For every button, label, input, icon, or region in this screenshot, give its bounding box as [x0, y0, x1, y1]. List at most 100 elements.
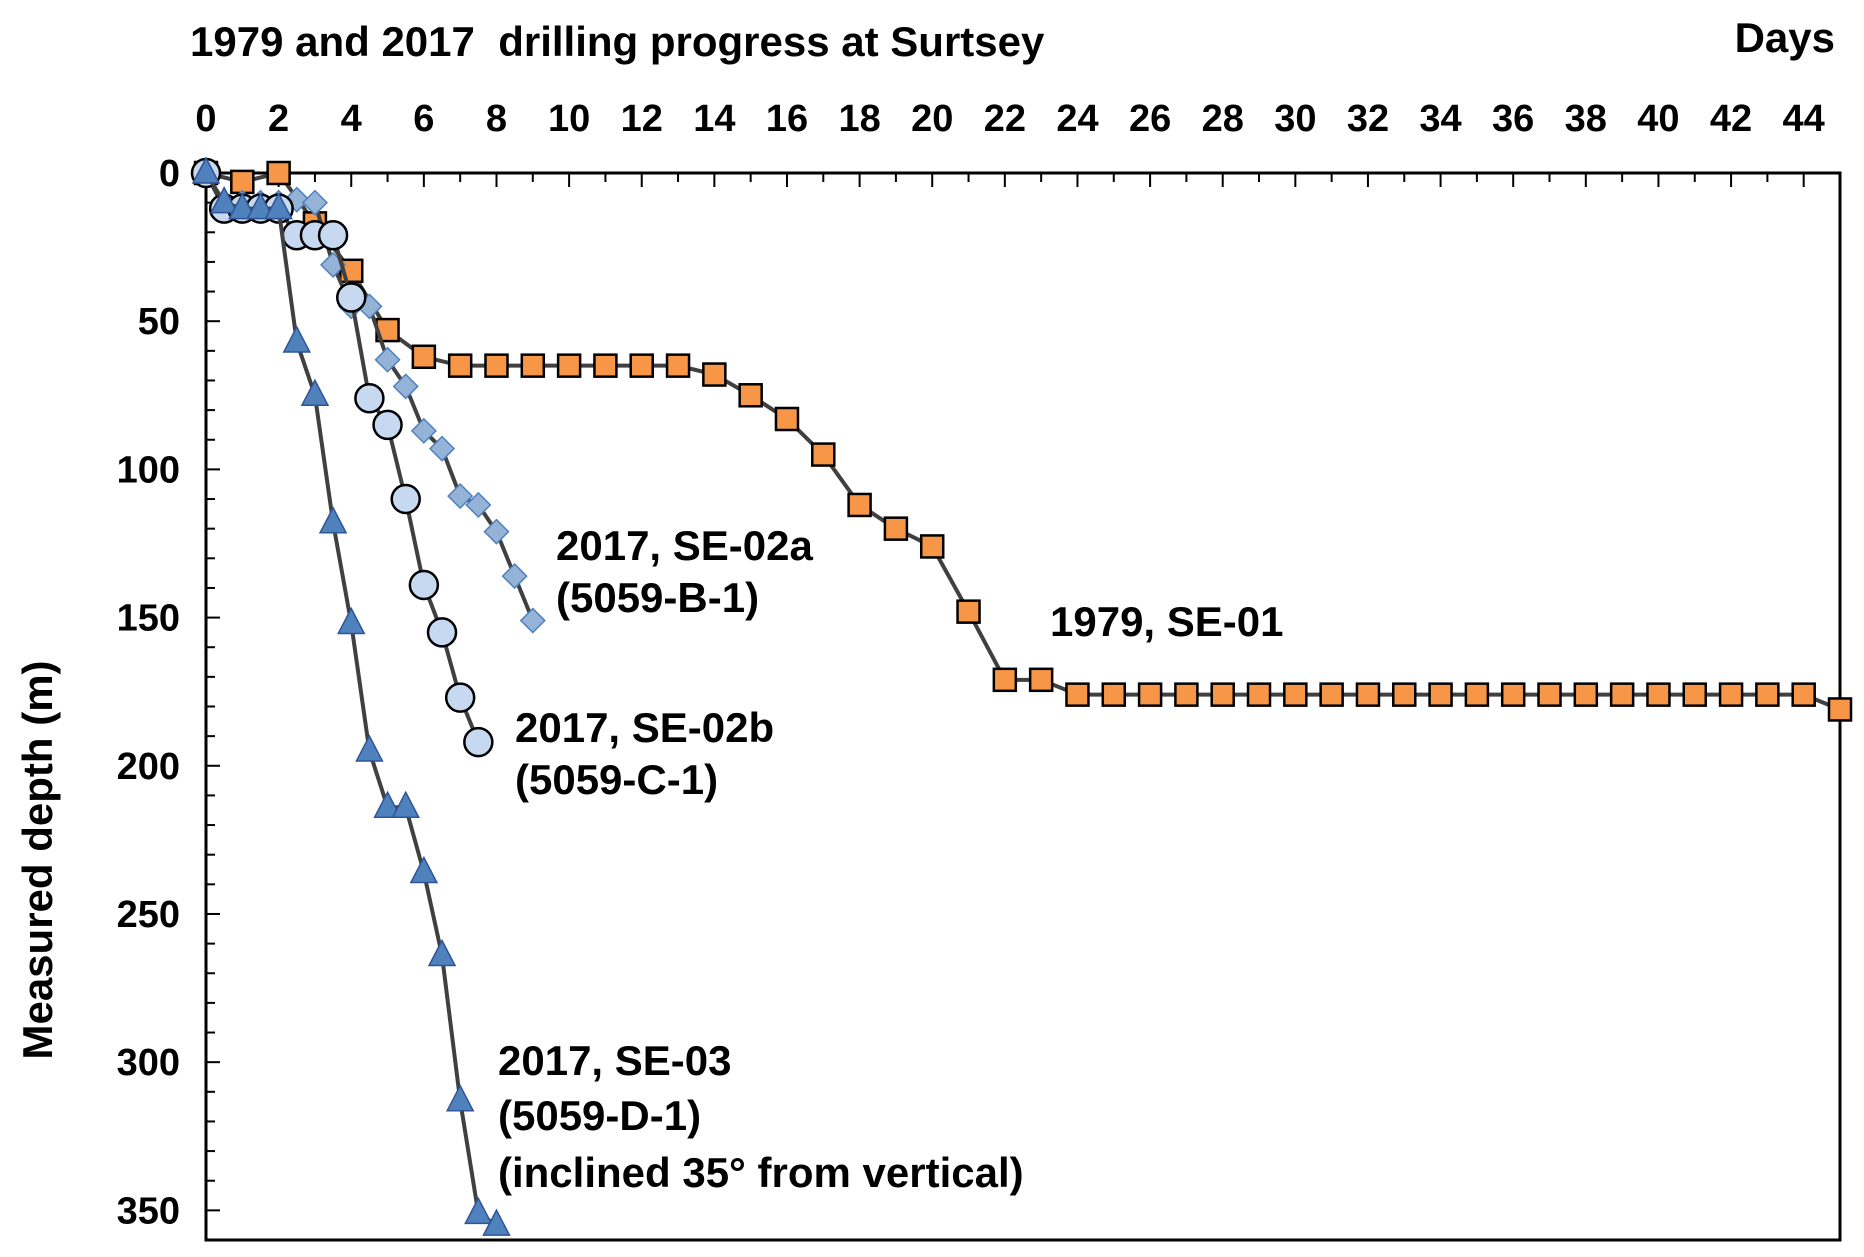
x-tick-label: 26: [1129, 98, 1171, 140]
x-axis-label: Days: [1735, 14, 1835, 61]
data-point-square: [629, 353, 654, 378]
data-point-triangle: [355, 734, 384, 762]
data-point-square: [1646, 682, 1671, 707]
x-tick-label: 30: [1274, 98, 1316, 140]
data-point-triangle: [228, 191, 257, 220]
data-point-triangle: [482, 1208, 511, 1236]
data-point-square: [774, 406, 800, 432]
data-point-triangle: [209, 186, 239, 214]
x-tick-label: 16: [766, 98, 808, 140]
data-point-circle: [444, 682, 476, 713]
x-tick-label: 44: [1783, 98, 1825, 140]
data-point-square: [883, 516, 909, 541]
data-point-square: [847, 492, 872, 518]
x-tick-label: 0: [195, 98, 216, 140]
data-point-triangle: [246, 191, 275, 220]
data-point-square: [1827, 697, 1853, 722]
data-point-square: [1355, 682, 1381, 707]
label-se-01-line1: 1979, SE-01: [1050, 598, 1284, 645]
y-tick-label: 50: [138, 301, 180, 343]
label-se-02a-line1: 2017, SE-02a: [556, 522, 814, 569]
data-point-circle: [463, 726, 494, 758]
data-point-square: [1101, 682, 1127, 707]
data-point-square: [1428, 682, 1453, 707]
data-point-triangle: [427, 938, 457, 967]
data-point-triangle: [409, 855, 439, 884]
data-point-square: [1755, 682, 1780, 707]
data-point-square: [1246, 682, 1272, 707]
data-point-diamond: [392, 373, 419, 400]
x-tick-label: 18: [838, 98, 880, 140]
data-point-diamond: [447, 483, 474, 510]
series-triangle-group: [191, 156, 511, 1236]
data-point-diamond: [410, 417, 437, 444]
data-point-triangle: [337, 606, 366, 635]
y-tick-label: 250: [117, 894, 180, 936]
chart-title: 1979 and 2017 drilling progress at Surts…: [190, 18, 1045, 65]
data-point-circle: [372, 409, 403, 441]
series-line: [205, 170, 1841, 712]
x-tick-label: 28: [1202, 98, 1244, 140]
data-point-triangle: [445, 1084, 475, 1112]
data-point-circle: [408, 569, 440, 601]
data-point-square: [1718, 682, 1744, 707]
label-se-02a-line2: (5059-B-1): [556, 574, 759, 621]
data-point-square: [484, 353, 509, 378]
y-axis-label: Measured depth (m): [14, 660, 61, 1059]
data-point-triangle: [191, 156, 221, 184]
x-tick-label: 14: [693, 98, 735, 140]
data-point-diamond: [301, 189, 328, 216]
data-point-square: [1791, 682, 1816, 707]
data-point-square: [665, 353, 691, 378]
data-point-diamond: [501, 563, 528, 590]
data-point-square: [1210, 682, 1235, 707]
data-point-triangle: [373, 790, 402, 819]
x-tick-label: 36: [1492, 98, 1534, 140]
data-point-square: [447, 353, 473, 378]
data-point-diamond: [374, 346, 401, 373]
x-tick-label: 22: [984, 98, 1026, 140]
data-point-triangle: [391, 790, 420, 819]
data-point-square: [1609, 682, 1635, 707]
series-square-group: [193, 160, 1853, 722]
data-point-square: [811, 442, 836, 467]
data-point-triangle: [264, 191, 293, 220]
data-point-circle: [335, 282, 367, 313]
data-point-circle: [426, 617, 458, 648]
label-se-02a: 2017, SE-02a (5059-B-1): [556, 522, 814, 621]
y-tick-label: 150: [117, 598, 180, 640]
x-tick-label: 42: [1710, 98, 1752, 140]
x-tick-label: 40: [1637, 98, 1679, 140]
data-point-circle: [390, 483, 421, 515]
x-tick-label: 4: [341, 98, 362, 140]
data-point-square: [1065, 682, 1090, 707]
data-point-square: [1573, 682, 1599, 707]
data-point-square: [1319, 682, 1344, 707]
data-point-square: [556, 353, 582, 378]
x-tick-label: 24: [1056, 98, 1098, 140]
x-tick-label: 20: [911, 98, 953, 140]
data-point-square: [1500, 682, 1526, 707]
y-tick-label: 300: [117, 1042, 180, 1084]
data-point-diamond: [465, 491, 492, 519]
data-point-square: [1464, 682, 1490, 707]
y-tick-label: 350: [117, 1190, 180, 1232]
x-tick-label: 8: [486, 98, 507, 140]
x-tick-label: 6: [413, 98, 434, 140]
data-point-square: [411, 344, 437, 370]
data-point-square: [593, 353, 618, 378]
data-point-square: [702, 362, 727, 387]
x-tick-label: 12: [621, 98, 663, 140]
data-point-square: [266, 160, 291, 186]
data-point-square: [520, 353, 546, 378]
data-point-square: [919, 534, 945, 559]
label-se-02b: 2017, SE-02b (5059-C-1): [515, 704, 774, 803]
data-point-square: [1174, 682, 1199, 707]
data-point-square: [738, 383, 763, 408]
data-point-square: [1682, 682, 1708, 707]
x-tick-label: 10: [548, 98, 590, 140]
label-se-02b-line1: 2017, SE-02b: [515, 704, 774, 751]
data-point-circle: [354, 383, 385, 414]
data-point-triangle: [318, 506, 348, 534]
